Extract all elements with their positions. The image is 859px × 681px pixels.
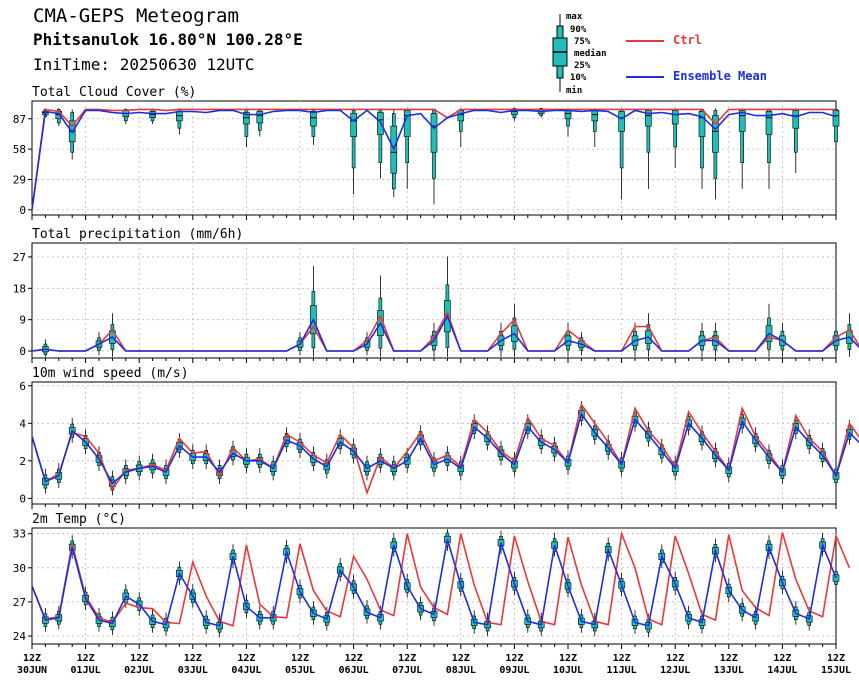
ctrl-series-line (31, 530, 851, 627)
x-tick-label-date: 04JUL (231, 665, 261, 676)
box-inner (698, 111, 706, 137)
y-tick-label: 24 (13, 630, 27, 643)
box-inner (618, 111, 625, 132)
y-tick-label: 0 (19, 204, 26, 217)
y-tick-label: 2 (19, 455, 26, 468)
x-tick-label-date: 02JUL (124, 665, 154, 676)
chart-title: CMA-GEPS Meteogram (33, 5, 239, 27)
box-inner (457, 110, 465, 122)
x-tick-label-date: 11JUL (607, 665, 637, 676)
ctrl-series-line (31, 402, 859, 496)
legend-75-label: 75% (574, 37, 591, 47)
x-tick-label-hour: 12Z (398, 653, 416, 664)
legend-mean-swatch (626, 76, 664, 78)
y-tick-label: 0 (19, 345, 26, 358)
box-inner (792, 110, 800, 129)
init-time-label: IniTime: 20250630 12UTC (33, 55, 255, 74)
box-inner (256, 111, 264, 124)
location-label: Phitsanulok 16.80°N 100.28°E (33, 30, 303, 49)
box-inner (591, 110, 599, 122)
box-legend-glyph (552, 14, 568, 92)
box-inner (671, 110, 679, 125)
ensemble-mean-line (31, 314, 859, 352)
box-inner (765, 111, 773, 135)
ensemble-mean-line (31, 109, 837, 210)
x-tick-label-hour: 12Z (773, 653, 791, 664)
x-tick-label-date: 05JUL (285, 665, 315, 676)
legend-ctrl-label: Ctrl (673, 33, 702, 47)
y-tick-label: 27 (13, 596, 26, 609)
x-tick-label-date: 08JUL (446, 665, 476, 676)
x-tick-label-hour: 12Z (77, 653, 95, 664)
y-tick-label: 33 (13, 528, 26, 541)
x-tick-label-hour: 12Z (237, 653, 255, 664)
y-tick-label: 30 (13, 562, 26, 575)
legend-min-label: min (566, 86, 583, 96)
box-inner (712, 115, 719, 153)
y-tick-label: 58 (13, 143, 26, 156)
box-legend: max 90% 75% median 25% 10% min (548, 8, 628, 96)
y-tick-label: 87 (13, 113, 26, 126)
box-inner (430, 113, 438, 153)
x-tick-label-hour: 12Z (505, 653, 523, 664)
box-inner (243, 112, 250, 125)
legend-ctrl-swatch (626, 40, 664, 42)
x-tick-label-hour: 12Z (827, 653, 845, 664)
x-tick-label-date: 07JUL (392, 665, 422, 676)
box-inner (738, 110, 746, 132)
panel-title-temp: 2m Temp (°C) (32, 512, 126, 527)
box-outer (351, 110, 356, 169)
y-tick-label: 9 (19, 314, 26, 327)
x-tick-label-date: 03JUL (178, 665, 208, 676)
x-tick-label-hour: 12Z (613, 653, 631, 664)
legend-90-label: 90% (570, 25, 587, 35)
y-tick-label: 4 (19, 417, 26, 430)
y-tick-label: 27 (13, 251, 26, 264)
box-inner (403, 110, 411, 137)
y-tick-label: 0 (19, 492, 26, 505)
box-inner (832, 110, 840, 127)
box-inner (310, 111, 317, 127)
x-tick-label-date: 10JUL (553, 665, 583, 676)
x-tick-label-date: 14JUL (767, 665, 797, 676)
x-tick-label-hour: 12Z (720, 653, 738, 664)
panel-title-wind: 10m wind speed (m/s) (32, 366, 189, 381)
box-inner (350, 113, 357, 137)
x-tick-label-hour: 12Z (23, 653, 41, 664)
x-tick-label-date: 12JUL (660, 665, 690, 676)
x-tick-label-hour: 12Z (666, 653, 684, 664)
x-tick-label-hour: 12Z (452, 653, 470, 664)
y-tick-label: 29 (13, 173, 26, 186)
y-tick-label: 6 (19, 380, 26, 393)
ensemble-mean-line (31, 412, 859, 485)
x-tick-label-date: 30JUN (17, 665, 47, 676)
box-inner (832, 574, 840, 582)
ensemble-mean-line (31, 539, 837, 627)
x-tick-label-hour: 12Z (130, 653, 148, 664)
panel-title-precip: Total precipitation (mm/6h) (32, 227, 244, 242)
x-tick-label-hour: 12Z (345, 653, 363, 664)
x-tick-label-date: 09JUL (499, 665, 529, 676)
y-tick-label: 18 (13, 282, 26, 295)
legend-10-label: 10% (570, 73, 587, 83)
x-tick-label-date: 06JUL (339, 665, 369, 676)
x-tick-label-date: 13JUL (714, 665, 744, 676)
ctrl-series-line (31, 108, 836, 210)
box-inner (176, 111, 183, 122)
x-tick-label-hour: 12Z (291, 653, 309, 664)
x-tick-label-hour: 12Z (559, 653, 577, 664)
legend-mean-label: Ensemble Mean (673, 69, 767, 83)
legend-max-label: max (566, 12, 583, 22)
legend-median-label: median (574, 49, 607, 59)
box-inner (564, 110, 572, 120)
x-tick-label-date: 15JUL (821, 665, 851, 676)
legend-25-label: 25% (574, 61, 591, 71)
box-inner (645, 110, 652, 127)
panel-title-cloud: Total Cloud Cover (%) (32, 85, 197, 100)
x-tick-label-hour: 12Z (184, 653, 202, 664)
x-tick-label-date: 01JUL (71, 665, 101, 676)
